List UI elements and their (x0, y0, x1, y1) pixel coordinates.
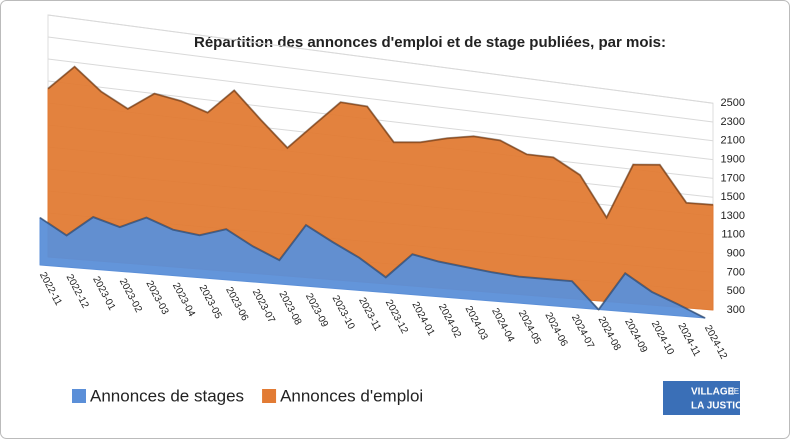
grid-line (47, 36, 714, 123)
y-tick-label: 2300 (721, 116, 745, 128)
area (39, 216, 706, 319)
y-tick-label: 1100 (721, 229, 745, 241)
y-tick-label: 1900 (721, 154, 745, 166)
area-edge (39, 215, 706, 319)
legend-swatch (262, 389, 277, 403)
legend-swatch (72, 389, 86, 403)
logo-text: VILLAGE (691, 387, 735, 398)
logo: VILLAGE DE LA JUSTICE (663, 381, 749, 415)
y-tick-label: 2100 (721, 135, 745, 147)
y-tick-label: 1500 (721, 191, 745, 203)
y-tick-label: 2500 (721, 97, 745, 109)
logo-text: DE (728, 387, 739, 396)
y-tick-label: 1700 (721, 172, 745, 184)
area-edge (47, 65, 714, 220)
y-tick-label: 900 (727, 248, 745, 260)
legend-label: Annonces de stages (90, 386, 244, 405)
y-tick-label: 700 (727, 266, 745, 278)
chart-title: Répartition des annonces d'emploi et de … (194, 34, 666, 51)
y-tick-label: 1300 (721, 210, 745, 222)
logo-box (663, 381, 740, 415)
grid-line (47, 14, 714, 104)
logo-text: LA JUSTICE (691, 401, 749, 412)
y-tick-label: 500 (727, 285, 745, 297)
y-tick-label: 300 (727, 304, 745, 316)
grid-line (47, 80, 714, 161)
grid-line (47, 58, 714, 142)
legend-label: Annonces d'emploi (280, 386, 423, 405)
